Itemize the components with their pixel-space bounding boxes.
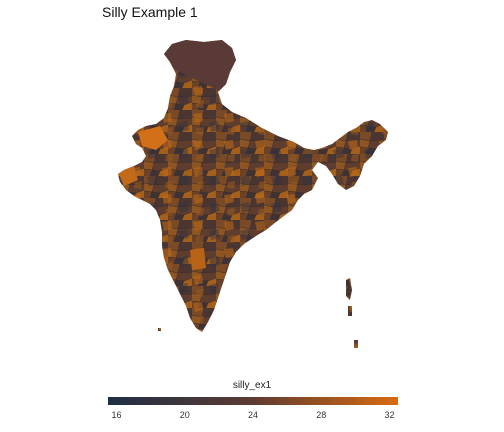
legend-tick-label: 32: [384, 410, 395, 420]
legend-tick-label: 20: [179, 410, 190, 420]
india-district-map: [118, 40, 388, 348]
legend-tick-label: 24: [247, 410, 259, 420]
legend-tick-mark: [253, 405, 254, 408]
legend-tick-mark: [389, 405, 391, 408]
chart-title: Silly Example 1: [102, 4, 198, 20]
legend-tick-mark: [116, 405, 118, 408]
legend-color-bar: [108, 397, 398, 405]
legend-title: silly_ex1: [232, 380, 272, 391]
legend-tick-label: 28: [316, 410, 327, 420]
legend-tick-mark: [184, 405, 186, 408]
legend-tick-label: 16: [111, 410, 122, 420]
legend-tick-mark: [321, 405, 323, 408]
